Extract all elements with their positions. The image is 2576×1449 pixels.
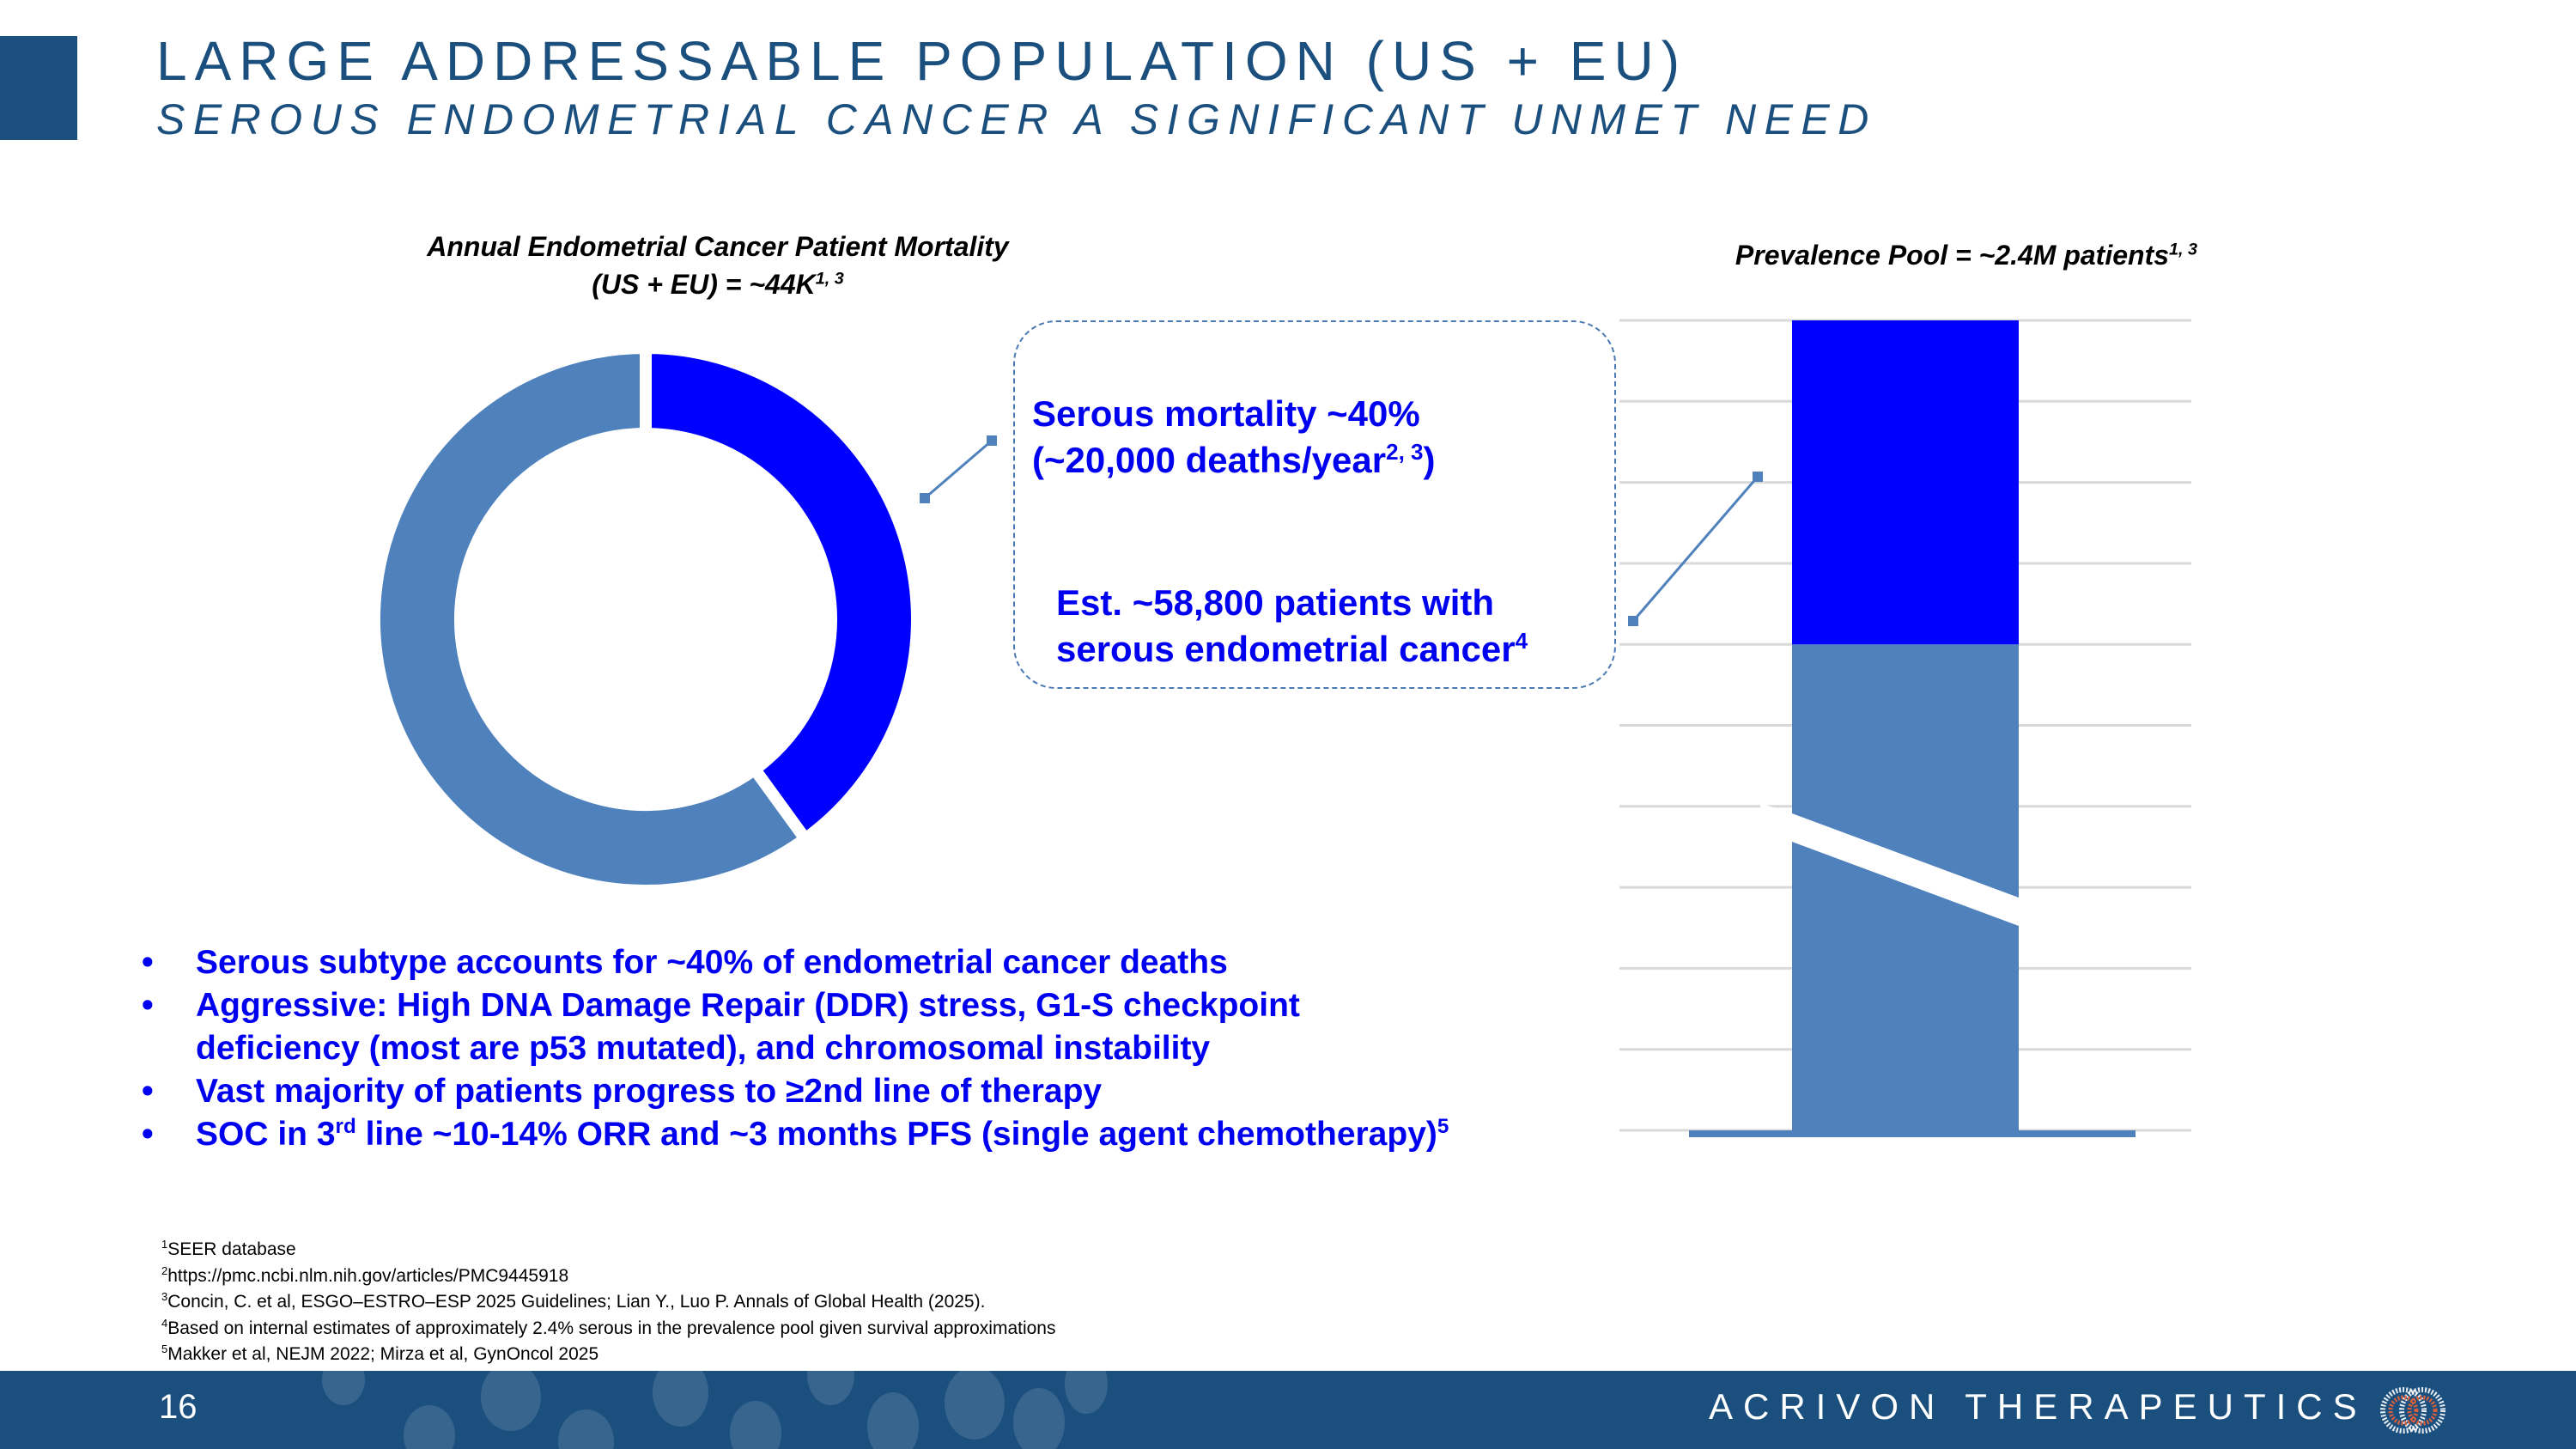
bar-title-text: Prevalence Pool = ~2.4M patients: [1735, 240, 2170, 271]
bullet-dot: •: [142, 944, 154, 981]
donut-slice-serous: [640, 341, 923, 848]
footnote-num: 5: [161, 1342, 168, 1355]
bullet-dot: •: [142, 1116, 154, 1153]
bullet-item: • SOC in 3rd line ~10-14% ORR and ~3 mont…: [142, 1113, 1449, 1156]
leader-endpoint: [987, 435, 997, 446]
bullet-item-continuation: deficiency (most are p53 mutated), and c…: [142, 1027, 1449, 1070]
footnote: 4Based on internal estimates of approxim…: [161, 1316, 1055, 1342]
footer-bar: 16 ACRIVON THERAPEUTICS: [0, 1371, 2576, 1449]
footer-decor: [1065, 1371, 1108, 1414]
footer-decor: [404, 1405, 455, 1449]
bullet-text: Serous subtype accounts for ~40% of endo…: [196, 944, 1228, 981]
bullet-item: • Serous subtype accounts for ~40% of end…: [142, 941, 1449, 984]
footnote: 2https://pmc.ncbi.nlm.nih.gov/articles/P…: [161, 1263, 1055, 1290]
bullet-text: Aggressive: High DNA Damage Repair (DDR)…: [196, 987, 1300, 1024]
leader-endpoint: [920, 493, 930, 503]
callout-estimate-line1: Est. ~58,800 patients with: [1056, 582, 1495, 623]
footer-decor: [730, 1401, 781, 1449]
footnote-text: Concin, C. et al, ESGO–ESTRO–ESP 2025 Gu…: [167, 1292, 986, 1312]
footer-decor: [481, 1371, 541, 1431]
bullet-text: line ~10-14% ORR and ~3 months PFS (sing…: [355, 1116, 1437, 1153]
footer-decor: [653, 1371, 708, 1427]
callout-text: (~20,000 deaths/year: [1032, 440, 1387, 480]
bar-segment-serous: [1792, 320, 2019, 645]
footnote-link[interactable]: https://pmc.ncbi.nlm.nih.gov/articles/PM…: [167, 1265, 569, 1286]
footnote-text: SEER database: [167, 1239, 296, 1259]
footnote-text: Based on internal estimates of approxima…: [167, 1318, 1056, 1338]
axis-break-mark: [1760, 803, 2019, 926]
acrivon-rings-logo-icon: [2380, 1387, 2445, 1434]
footer-decor: [867, 1392, 919, 1449]
donut-title-sup: 1, 3: [815, 269, 844, 289]
bullet-dot: •: [142, 987, 154, 1024]
donut-chart-title: Annual Endometrial Cancer Patient Mortal…: [374, 228, 1061, 303]
bullet-text: deficiency (most are p53 mutated), and c…: [196, 1030, 1211, 1067]
callout-sup: 4: [1515, 628, 1528, 654]
donut-title-text: (US + EU) = ~44K: [592, 269, 816, 300]
bar-chart-title: Prevalence Pool = ~2.4M patients1, 3: [1623, 236, 2310, 274]
bullet-dot: •: [142, 1073, 154, 1110]
callout-estimate-line2: serous endometrial cancer4: [1056, 626, 1528, 673]
x-axis-line: [1689, 1130, 2136, 1137]
donut-title-line1: Annual Endometrial Cancer Patient Mortal…: [427, 231, 1009, 262]
page-number: 16: [159, 1388, 197, 1426]
footnotes: 1SEER database 2https://pmc.ncbi.nlm.nih…: [161, 1237, 1055, 1368]
bar-title-sup: 1, 3: [2169, 240, 2198, 259]
brand-name: ACRIVON THERAPEUTICS: [1709, 1386, 2367, 1427]
callout-leader-line: [924, 439, 993, 500]
bullet-text: Vast majority of patients progress to ≥2…: [196, 1073, 1103, 1110]
footnote-num: 2: [161, 1263, 168, 1277]
donut-slice-other: [368, 341, 814, 897]
callout-mortality-line1: Serous mortality ~40%: [1032, 393, 1420, 434]
callout-mortality-line2: (~20,000 deaths/year2, 3): [1032, 437, 1436, 484]
callout-leader-line: [1631, 476, 1759, 622]
footnote-num: 4: [161, 1316, 168, 1330]
footer-decor: [1013, 1388, 1065, 1449]
bullet-sup: rd: [335, 1115, 356, 1138]
bullet-item: • Aggressive: High DNA Damage Repair (DDR…: [142, 984, 1449, 1027]
footnote-text: Makker et al, NEJM 2022; Mirza et al, Gy…: [167, 1344, 599, 1364]
footnote: 5Makker et al, NEJM 2022; Mirza et al, G…: [161, 1342, 1055, 1368]
callout-box: [1013, 320, 1616, 689]
leader-endpoint: [1753, 472, 1763, 482]
footnote-num: 1: [161, 1238, 168, 1251]
footnote: 1SEER database: [161, 1237, 1055, 1263]
callout-text: ): [1423, 440, 1436, 480]
bullet-text: SOC in 3: [196, 1116, 336, 1153]
callout-mortality: Serous mortality ~40% (~20,000 deaths/ye…: [1032, 391, 1436, 484]
footer-decor: [807, 1371, 854, 1405]
footer-decor: [322, 1371, 365, 1405]
footnote: 3Concin, C. et al, ESGO–ESTRO–ESP 2025 G…: [161, 1289, 1055, 1316]
footer-decor: [945, 1371, 1005, 1440]
bullet-sup: 5: [1437, 1115, 1449, 1138]
callout-estimate: Est. ~58,800 patients with serous endome…: [1056, 580, 1528, 673]
donut-title-line2: (US + EU) = ~44K1, 3: [374, 265, 1061, 303]
bullet-item: • Vast majority of patients progress to ≥…: [142, 1070, 1449, 1113]
leader-endpoint: [1628, 616, 1638, 626]
callout-sup: 2, 3: [1386, 439, 1424, 465]
page-subtitle: SEROUS ENDOMETRIAL CANCER A SIGNIFICANT …: [156, 95, 1877, 143]
callout-text: serous endometrial cancer: [1056, 629, 1516, 669]
page-title: LARGE ADDRESSABLE POPULATION (US + EU): [156, 30, 1687, 92]
bullet-list: • Serous subtype accounts for ~40% of end…: [142, 941, 1449, 1156]
footnote-num: 3: [161, 1290, 168, 1303]
title-accent-bar: [0, 36, 77, 140]
footer-decor: [558, 1409, 614, 1449]
